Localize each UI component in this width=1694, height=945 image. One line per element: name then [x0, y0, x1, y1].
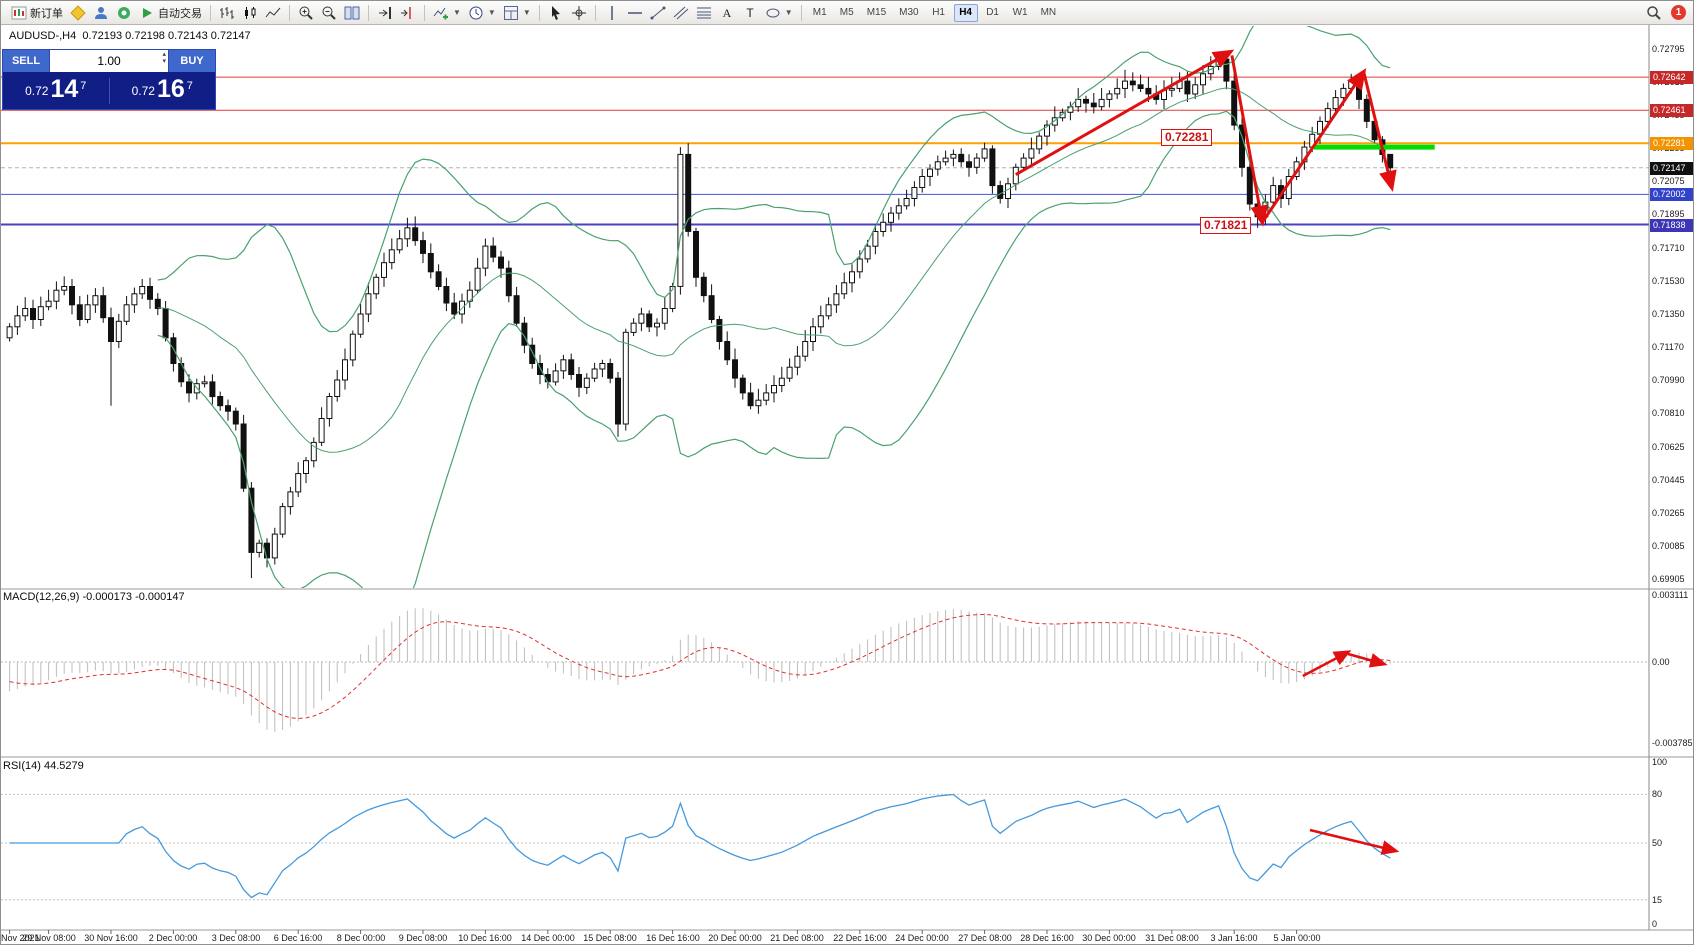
candle-chart-icon[interactable] — [239, 3, 261, 23]
notification-badge[interactable]: 1 — [1671, 5, 1686, 20]
timeframe-W1[interactable]: W1 — [1008, 4, 1033, 22]
new-order-label: 新订单 — [30, 7, 63, 20]
toolbar-separator — [289, 4, 290, 21]
sell-price-pip: 7 — [80, 79, 87, 92]
zoom-out-icon[interactable] — [318, 3, 340, 23]
lot-increase-icon[interactable]: ▴ — [162, 51, 166, 58]
toolbar-separator — [210, 4, 211, 21]
toolbar-group: A T ▼ — [598, 3, 799, 23]
lot-size-value: 1.00 — [97, 54, 121, 68]
cursor-icon[interactable] — [545, 3, 567, 23]
auto-scroll-icon[interactable] — [374, 3, 396, 23]
vline-icon[interactable] — [601, 3, 623, 23]
timeframe-MN[interactable]: MN — [1036, 4, 1062, 22]
crosshair-icon[interactable] — [568, 3, 590, 23]
sell-price[interactable]: 0.72 14 7 — [3, 74, 109, 105]
toolbar-group: ▼ ▼ ▼ — [427, 3, 537, 23]
toolbar-tools: 新订单 自动交易 ▼ ▼ ▼ A T ▼ M1 M5 M15 M30 H1 H4 D1 W1 MN — [5, 3, 1065, 23]
shapes-icon[interactable]: ▼ — [762, 3, 796, 23]
timeframe-M1[interactable]: M1 — [808, 4, 832, 22]
line-chart-icon[interactable] — [262, 3, 284, 23]
buy-price[interactable]: 0.72 16 7 — [110, 74, 216, 105]
channel-icon[interactable] — [670, 3, 692, 23]
lot-spinner: ▴ ▾ — [162, 51, 166, 65]
toolbar-separator — [800, 4, 802, 21]
toolbar-group — [213, 3, 287, 23]
svg-text:A: A — [722, 6, 731, 20]
buy-button[interactable]: BUY — [169, 50, 215, 72]
chevron-down-icon[interactable]: ▼ — [522, 8, 531, 17]
trendline-icon[interactable] — [647, 3, 669, 23]
auto-trading-label: 自动交易 — [158, 7, 202, 20]
periods-icon[interactable]: ▼ — [465, 3, 499, 23]
timeframe-D1[interactable]: D1 — [981, 4, 1005, 22]
chevron-down-icon[interactable]: ▼ — [453, 8, 461, 17]
sell-price-big: 14 — [50, 74, 79, 103]
timeframe-group: M1 M5 M15 M30 H1 H4 D1 W1 MN — [804, 3, 1065, 22]
metaeditor-icon[interactable] — [67, 3, 89, 23]
chevron-down-icon[interactable]: ▼ — [487, 8, 496, 17]
one-click-trading-panel: SELL 1.00 ▴ ▾ BUY 0.72 14 7 0.72 16 7 — [2, 49, 216, 110]
buy-price-pip: 7 — [186, 79, 193, 92]
hosting-icon[interactable] — [113, 3, 135, 23]
profiles-icon[interactable] — [90, 3, 112, 23]
timeframe-H4[interactable]: H4 — [953, 3, 978, 22]
main-toolbar: 新订单 自动交易 ▼ ▼ ▼ A T ▼ M1 M5 M15 M30 H1 H4 D1 W1 MN 1 — [1, 1, 1693, 25]
toolbar-separator — [368, 4, 369, 21]
tile-windows-icon[interactable] — [341, 3, 363, 23]
fibonacci-icon[interactable] — [693, 3, 715, 23]
timeframe-M5[interactable]: M5 — [835, 4, 859, 22]
zoom-in-icon[interactable] — [295, 3, 317, 23]
toolbar-separator — [424, 4, 425, 21]
price-divider — [108, 77, 110, 104]
bar-chart-icon[interactable] — [216, 3, 238, 23]
sell-price-prefix: 0.72 — [25, 83, 49, 98]
chart-shift-icon[interactable] — [397, 3, 419, 23]
buy-price-prefix: 0.72 — [131, 83, 155, 98]
label-icon[interactable]: T — [739, 3, 761, 23]
chevron-down-icon[interactable]: ▼ — [784, 8, 793, 17]
trade-widget-prices: 0.72 14 7 0.72 16 7 — [3, 72, 215, 109]
toolbar-separator — [594, 4, 596, 21]
buy-price-big: 16 — [156, 74, 185, 103]
timeframe-H1[interactable]: H1 — [927, 4, 951, 22]
lot-size-field[interactable]: 1.00 ▴ ▾ — [49, 50, 169, 72]
svg-text:T: T — [746, 6, 754, 20]
sell-button[interactable]: SELL — [3, 50, 49, 72]
toolbar-group: 新订单 自动交易 — [5, 3, 208, 23]
toolbar-group — [292, 3, 366, 23]
new-order-button[interactable]: 新订单 — [8, 3, 66, 23]
indicators-icon[interactable]: ▼ — [430, 3, 464, 23]
text-icon[interactable]: A — [716, 3, 738, 23]
templates-icon[interactable]: ▼ — [500, 3, 534, 23]
trade-widget-controls: SELL 1.00 ▴ ▾ BUY — [3, 50, 215, 72]
lot-decrease-icon[interactable]: ▾ — [162, 58, 166, 65]
toolbar-group — [542, 3, 593, 23]
search-icon[interactable] — [1643, 3, 1665, 23]
auto-trading-button[interactable]: 自动交易 — [136, 3, 205, 23]
hline-icon[interactable] — [624, 3, 646, 23]
timeframe-M15[interactable]: M15 — [862, 4, 891, 22]
toolbar-separator — [538, 4, 540, 21]
toolbar-right: 1 — [1643, 3, 1689, 23]
toolbar-group — [371, 3, 422, 23]
timeframe-M30[interactable]: M30 — [894, 4, 923, 22]
